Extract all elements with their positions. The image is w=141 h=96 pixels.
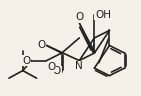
Text: O: O bbox=[37, 41, 45, 50]
Text: O: O bbox=[53, 66, 61, 76]
Text: O: O bbox=[47, 62, 56, 72]
Text: O: O bbox=[23, 56, 31, 66]
Polygon shape bbox=[79, 23, 95, 54]
Text: OH: OH bbox=[95, 10, 111, 20]
Text: O: O bbox=[75, 12, 83, 22]
Text: N: N bbox=[75, 61, 83, 71]
